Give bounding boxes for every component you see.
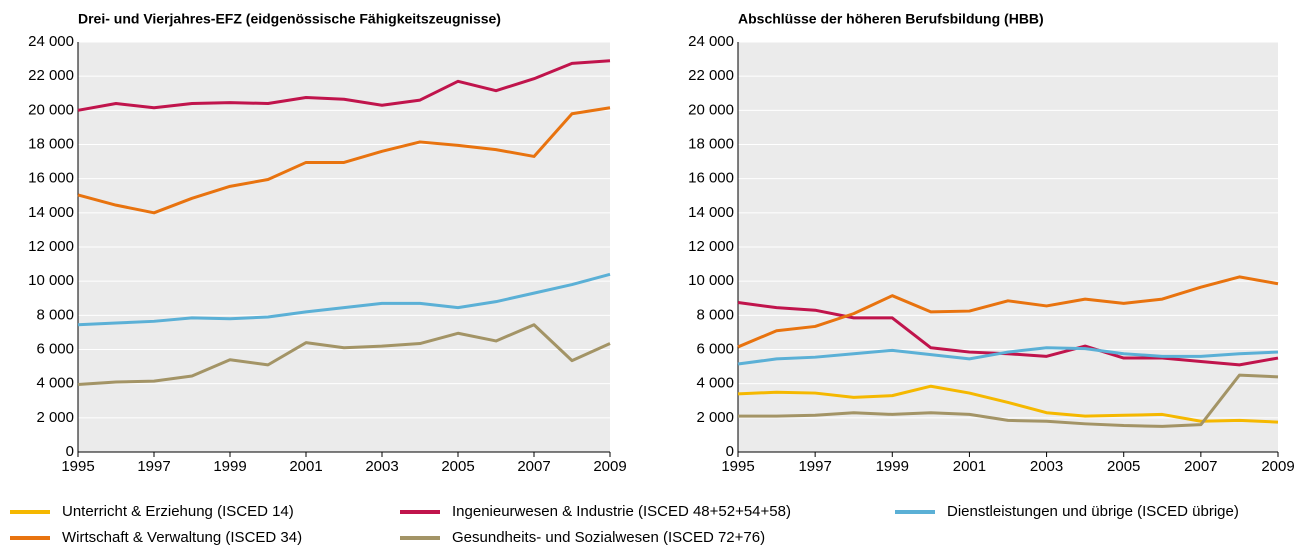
y-tick-label: 2 000 xyxy=(36,409,74,426)
y-tick-label: 24 000 xyxy=(688,33,734,50)
line-series xyxy=(737,301,1279,367)
y-tick-label: 22 000 xyxy=(28,67,74,84)
x-tick-label: 2003 xyxy=(365,458,398,475)
x-tick-label: 2009 xyxy=(1261,458,1294,475)
y-tick-label: 12 000 xyxy=(28,238,74,255)
y-tick-label: 16 000 xyxy=(688,170,734,187)
x-tick-label: 2005 xyxy=(1107,458,1140,475)
y-tick-label: 14 000 xyxy=(28,204,74,221)
y-tick-label: 6 000 xyxy=(696,340,734,357)
x-tick-label: 2007 xyxy=(1184,458,1217,475)
x-tick-label: 1997 xyxy=(798,458,831,475)
legend-label: Gesundheits- und Sozialwesen (ISCED 72+7… xyxy=(452,529,765,546)
line-series xyxy=(737,346,1279,366)
x-tick-label: 1999 xyxy=(876,458,909,475)
line-series xyxy=(738,373,1279,428)
y-tick-label: 6 000 xyxy=(36,340,74,357)
x-tick-label: 1995 xyxy=(721,458,754,475)
x-tick-label: 2009 xyxy=(593,458,626,475)
x-tick-label: 2001 xyxy=(289,458,322,475)
line-series xyxy=(737,275,1279,349)
legend-label: Dienstleistungen und übrige (ISCED übrig… xyxy=(947,503,1239,520)
y-tick-label: 20 000 xyxy=(28,101,74,118)
x-tick-label: 1999 xyxy=(213,458,246,475)
y-tick-label: 14 000 xyxy=(688,204,734,221)
y-tick-label: 8 000 xyxy=(696,306,734,323)
x-tick-label: 2001 xyxy=(953,458,986,475)
legend-label: Wirtschaft & Verwaltung (ISCED 34) xyxy=(62,529,302,546)
y-tick-label: 0 xyxy=(726,443,734,460)
line-series xyxy=(77,106,611,215)
y-tick-label: 18 000 xyxy=(28,135,74,152)
x-tick-label: 2003 xyxy=(1030,458,1063,475)
chart-title: Drei- und Vierjahres-EFZ (eidgenössische… xyxy=(78,11,501,27)
x-tick-label: 2007 xyxy=(517,458,550,475)
legend-label: Ingenieurwesen & Industrie (ISCED 48+52+… xyxy=(452,503,791,520)
y-tick-label: 22 000 xyxy=(688,67,734,84)
y-tick-label: 0 xyxy=(66,443,74,460)
x-tick-label: 2005 xyxy=(441,458,474,475)
y-tick-label: 16 000 xyxy=(28,170,74,187)
y-tick-label: 10 000 xyxy=(28,272,74,289)
y-tick-label: 4 000 xyxy=(36,375,74,392)
y-tick-label: 20 000 xyxy=(688,101,734,118)
y-tick-label: 18 000 xyxy=(688,135,734,152)
legend-label: Unterricht & Erziehung (ISCED 14) xyxy=(62,503,294,520)
y-tick-label: 10 000 xyxy=(688,272,734,289)
y-tick-label: 12 000 xyxy=(688,238,734,255)
line-series xyxy=(77,323,611,387)
y-tick-label: 4 000 xyxy=(696,375,734,392)
line-series xyxy=(77,59,611,112)
y-tick-label: 2 000 xyxy=(696,409,734,426)
y-tick-label: 8 000 xyxy=(36,306,74,323)
x-tick-label: 1997 xyxy=(137,458,170,475)
chart-title: Abschlüsse der höheren Berufsbildung (HB… xyxy=(738,11,1044,27)
y-tick-label: 24 000 xyxy=(28,33,74,50)
x-tick-label: 1995 xyxy=(61,458,94,475)
line-series xyxy=(77,272,611,327)
line-series xyxy=(737,384,1279,424)
